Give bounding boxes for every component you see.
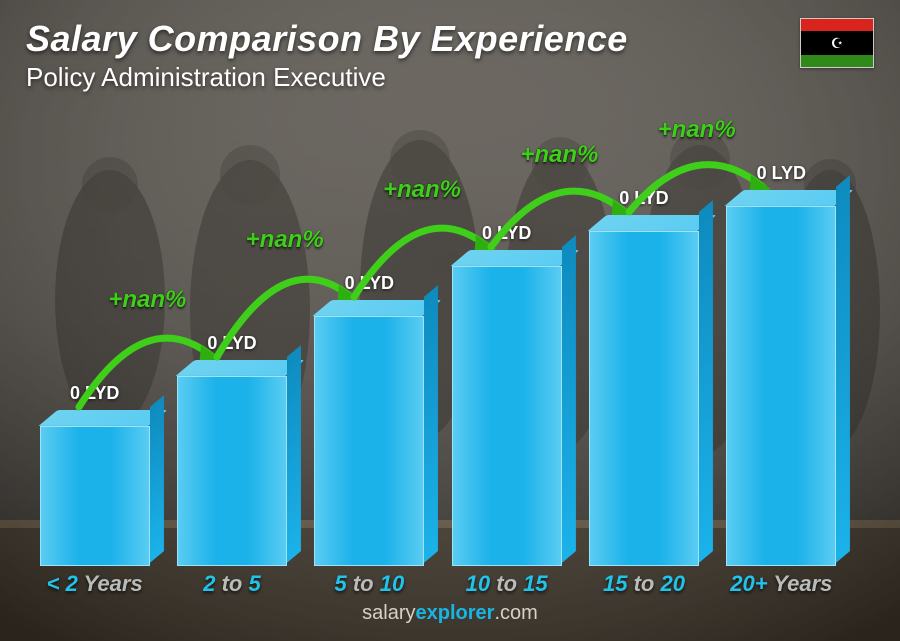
bar-column: [40, 410, 150, 566]
flag-stripe-red: [801, 19, 873, 31]
bar-chart: Average Monthly Salary 0 LYD+nan%0 LYD+n…: [26, 103, 874, 602]
x-axis-label: 15 to 20: [575, 571, 712, 597]
bar-value-label: 0 LYD: [345, 273, 394, 294]
growth-label-5: +nan%: [658, 116, 736, 144]
brand-part-c: .com: [494, 602, 537, 624]
header: Salary Comparison By Experience Policy A…: [26, 18, 874, 93]
footer-brand: salaryexplorer.com: [26, 602, 874, 627]
x-axis-label: 5 to 10: [301, 571, 438, 597]
bar-value-label: 0 LYD: [70, 383, 119, 404]
bar-value-label: 0 LYD: [482, 223, 531, 244]
growth-label-4: +nan%: [520, 141, 598, 169]
bar-value-label: 0 LYD: [757, 163, 806, 184]
page-title: Salary Comparison By Experience: [26, 18, 628, 60]
bar-1: +nan%0 LYD: [163, 333, 300, 566]
growth-label-3: +nan%: [383, 176, 461, 204]
bar-2: +nan%0 LYD: [301, 273, 438, 566]
flag-libya-icon: ☪: [800, 18, 874, 68]
flag-stripe-green: [801, 55, 873, 67]
bar-column: [589, 215, 699, 566]
brand-part-a: salary: [362, 602, 415, 624]
brand-part-b: explorer: [416, 602, 495, 624]
x-axis-label: 20+ Years: [713, 571, 850, 597]
bar-value-label: 0 LYD: [207, 333, 256, 354]
x-axis-label: < 2 Years: [26, 571, 163, 597]
x-axis-label: 2 to 5: [163, 571, 300, 597]
growth-label-2: +nan%: [246, 226, 324, 254]
flag-stripe-black: ☪: [801, 31, 873, 55]
x-axis-label: 10 to 15: [438, 571, 575, 597]
bar-5: +nan%0 LYD: [713, 163, 850, 566]
bar-column: [177, 360, 287, 566]
bar-3: +nan%0 LYD: [438, 223, 575, 566]
bar-value-label: 0 LYD: [619, 188, 668, 209]
bar-0: 0 LYD: [26, 383, 163, 566]
bar-column: [452, 250, 562, 566]
bar-column: [314, 300, 424, 566]
page-subtitle: Policy Administration Executive: [26, 62, 628, 93]
bar-4: +nan%0 LYD: [575, 188, 712, 566]
growth-label-1: +nan%: [108, 286, 186, 314]
flag-emblem-icon: ☪: [831, 36, 844, 50]
bar-column: [726, 190, 836, 566]
